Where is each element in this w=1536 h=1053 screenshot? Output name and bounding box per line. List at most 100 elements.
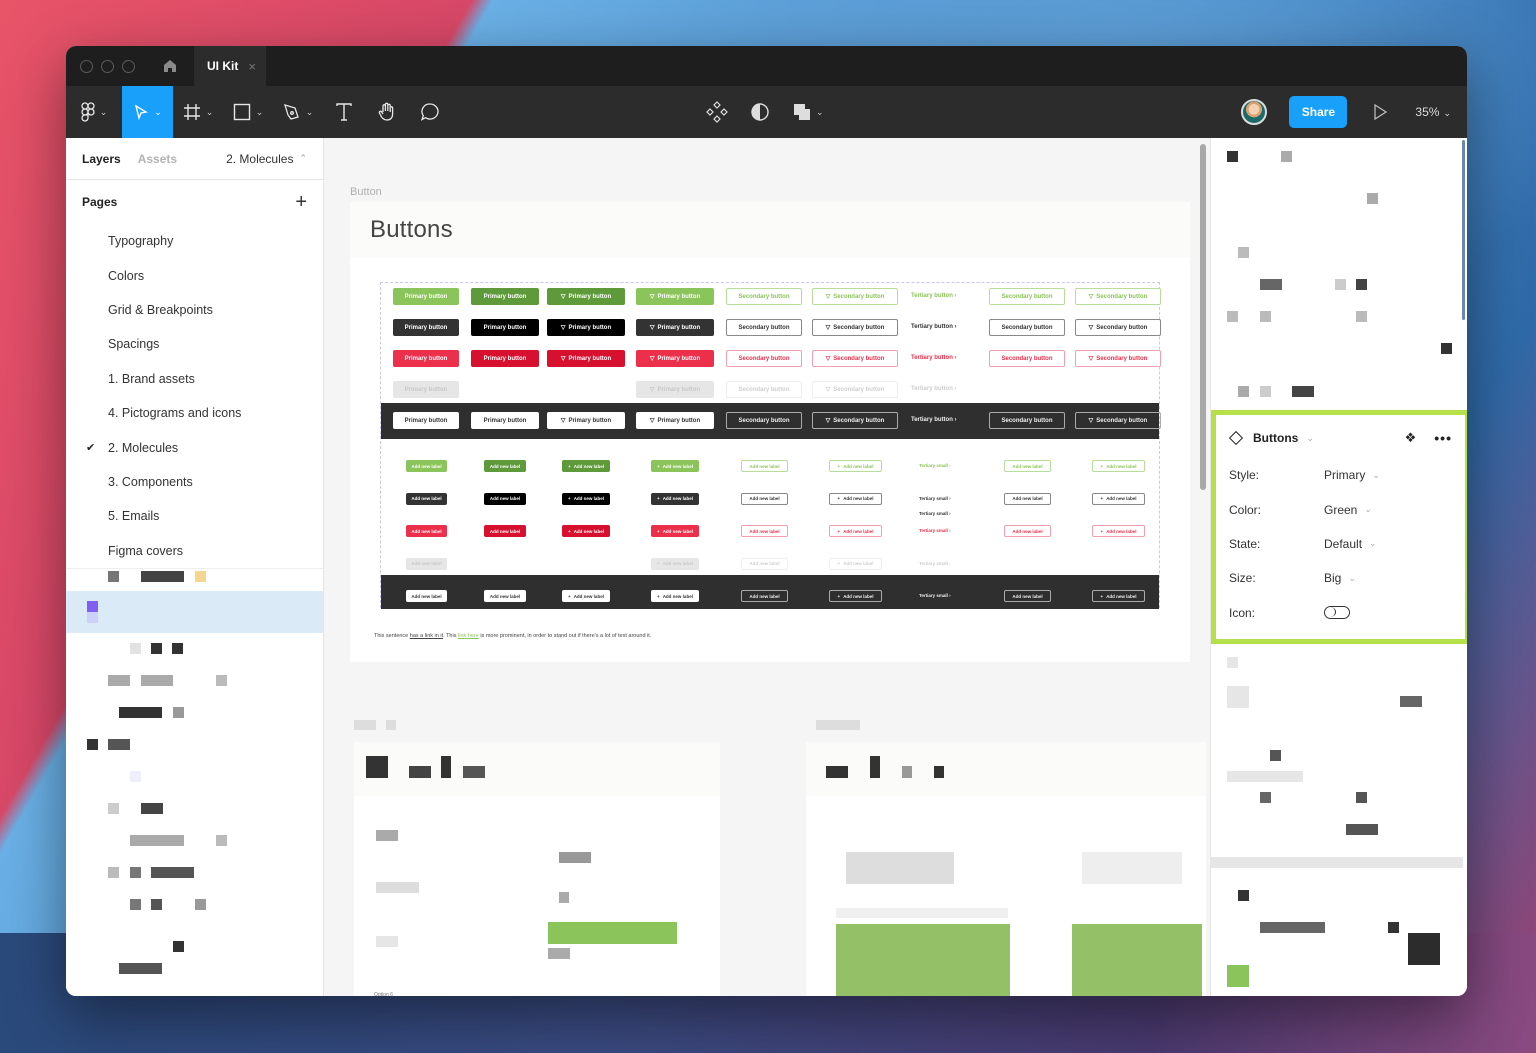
layer-row[interactable] — [66, 665, 323, 697]
secondary-button-green[interactable]: Secondary button — [989, 288, 1065, 305]
tab-layers[interactable]: Layers — [82, 151, 121, 166]
primary-button-inverse[interactable]: Primary button — [393, 412, 459, 429]
primary-button-green[interactable]: Add new label — [484, 460, 526, 472]
layer-row[interactable] — [66, 825, 323, 857]
secondary-button-disabled[interactable]: + Add new label — [829, 557, 882, 570]
tertiary-button[interactable]: Tertiary small › — [919, 560, 951, 566]
add-page-icon[interactable]: + — [295, 190, 307, 213]
tertiary-button[interactable]: Tertiary button › — [911, 417, 957, 423]
redacted-frame-right[interactable] — [806, 742, 1206, 996]
primary-button-dark[interactable]: Primary button — [471, 319, 539, 336]
page-item-emails[interactable]: 5. Emails — [66, 499, 323, 533]
primary-button-dark[interactable]: ▽ Primary button — [636, 319, 714, 336]
layer-row[interactable] — [66, 729, 323, 761]
close-tab-icon[interactable]: × — [248, 58, 256, 74]
secondary-button-dark[interactable]: + Add new label — [1092, 492, 1145, 505]
page-item-molecules[interactable]: ✔ 2. Molecules — [66, 430, 323, 464]
color-dropdown[interactable]: Green ⌄ — [1324, 503, 1372, 517]
maximize-window-button[interactable] — [122, 59, 135, 73]
canvas-vertical-scrollbar[interactable] — [1200, 144, 1206, 490]
secondary-button-red[interactable]: Secondary button — [989, 350, 1065, 367]
primary-button-dark[interactable]: Primary button — [393, 319, 459, 336]
layer-row[interactable] — [66, 857, 323, 889]
minimize-window-button[interactable] — [101, 59, 114, 73]
size-dropdown[interactable]: Big ⌄ — [1324, 571, 1356, 585]
secondary-button-disabled[interactable]: Add new label — [741, 557, 788, 570]
pen-tool-button[interactable]: ⌄ — [273, 86, 323, 138]
primary-button-inverse[interactable]: + Add new label — [562, 590, 610, 602]
primary-button-green[interactable]: Primary button — [471, 288, 539, 305]
layer-row-selected[interactable] — [66, 591, 323, 633]
secondary-button-inverse[interactable]: + Add new label — [829, 590, 882, 602]
mask-icon[interactable] — [750, 102, 770, 122]
primary-button-disabled[interactable]: ▽ Primary button — [636, 381, 714, 398]
primary-button-red[interactable]: + Add new label — [562, 525, 610, 537]
primary-button-inverse[interactable]: ▽ Primary button — [636, 412, 714, 429]
layer-row[interactable] — [66, 633, 323, 665]
secondary-button-dark[interactable]: ▽ Secondary button — [812, 319, 898, 336]
layer-row[interactable] — [66, 697, 323, 729]
user-avatar[interactable] — [1241, 99, 1268, 125]
buttons-frame[interactable]: Buttons Primary button Primary button ▽ Pri… — [350, 202, 1190, 662]
primary-button-inverse[interactable]: ▽ Primary button — [547, 412, 625, 429]
primary-button-red[interactable]: ▽ Primary button — [547, 350, 625, 367]
layer-row[interactable] — [66, 889, 323, 921]
secondary-button-dark[interactable]: Add new label — [741, 492, 788, 505]
hand-tool-button[interactable] — [365, 86, 409, 138]
primary-button-red[interactable]: ▽ Primary button — [636, 350, 714, 367]
style-dropdown[interactable]: Primary ⌄ — [1324, 468, 1380, 482]
layer-row[interactable] — [66, 793, 323, 825]
tertiary-button[interactable]: Tertiary small › — [919, 495, 951, 501]
secondary-button-red[interactable]: Add new label — [741, 525, 788, 537]
primary-button-green[interactable]: ▽ Primary button — [547, 288, 625, 305]
tertiary-button[interactable]: Tertiary small › — [919, 593, 951, 598]
layer-row[interactable] — [66, 921, 323, 953]
secondary-button-dark[interactable]: ▽ Secondary button — [1075, 319, 1161, 336]
primary-button-dark[interactable]: ▽ Primary button — [547, 319, 625, 336]
primary-button-inverse[interactable]: + Add new label — [651, 590, 699, 602]
secondary-button-red[interactable]: + Add new label — [1092, 525, 1145, 537]
tertiary-button[interactable]: Tertiary small › — [919, 528, 951, 533]
tertiary-button[interactable]: Tertiary button › — [911, 386, 957, 392]
layer-row[interactable] — [66, 761, 323, 793]
primary-button-green[interactable]: Add new label — [406, 460, 447, 472]
secondary-button-red[interactable]: ▽ Secondary button — [1075, 350, 1161, 367]
layer-row[interactable] — [66, 569, 323, 591]
tertiary-button[interactable]: Tertiary small › — [919, 463, 951, 468]
primary-button-inverse[interactable]: Primary button — [471, 412, 539, 429]
prominent-link[interactable]: link here — [458, 633, 479, 639]
secondary-button-dark[interactable]: Secondary button — [989, 319, 1065, 336]
secondary-button-green[interactable]: ▽ Secondary button — [812, 288, 898, 305]
primary-button-disabled[interactable]: + Add new label — [651, 557, 699, 570]
primary-button-inverse[interactable]: Add new label — [406, 590, 447, 602]
secondary-button-green[interactable]: + Add new label — [829, 460, 882, 472]
secondary-button-dark[interactable]: + Add new label — [829, 492, 882, 505]
secondary-button-inverse[interactable]: ▽ Secondary button — [1075, 412, 1161, 429]
button-variants-grid[interactable]: Primary button Primary button ▽ Primary but… — [380, 282, 1161, 609]
secondary-button-green[interactable]: Add new label — [741, 460, 788, 472]
primary-button-green[interactable]: + Add new label — [651, 460, 699, 472]
secondary-button-green[interactable]: + Add new label — [1092, 460, 1145, 472]
secondary-button-inverse[interactable]: Add new label — [1004, 590, 1051, 602]
secondary-button-inverse[interactable]: + Add new label — [1092, 590, 1145, 602]
icon-toggle[interactable] — [1324, 606, 1350, 620]
secondary-button-dark[interactable]: Add new label — [1004, 492, 1051, 505]
state-dropdown[interactable]: Default ⌄ — [1324, 537, 1377, 551]
primary-button-disabled[interactable]: Primary button — [393, 381, 459, 398]
chevron-down-icon[interactable]: ⌄ — [1306, 432, 1314, 443]
secondary-button-red[interactable]: ▽ Secondary button — [812, 350, 898, 367]
layer-row[interactable] — [66, 953, 323, 985]
page-item-components[interactable]: 3. Components — [66, 465, 323, 499]
secondary-button-red[interactable]: Secondary button — [726, 350, 802, 367]
primary-button-disabled[interactable]: Add new label — [406, 557, 447, 570]
primary-button-red[interactable]: Primary button — [393, 350, 459, 367]
move-tool-button[interactable]: ⌄ — [122, 86, 173, 138]
page-item-pictograms-icons[interactable]: 4. Pictograms and icons — [66, 396, 323, 430]
tertiary-button[interactable]: Tertiary small › — [919, 511, 951, 516]
secondary-button-disabled[interactable]: Secondary button — [726, 381, 802, 398]
share-button[interactable]: Share — [1289, 96, 1348, 128]
primary-button-dark[interactable]: Add new label — [484, 492, 526, 505]
shape-tool-button[interactable]: ⌄ — [223, 86, 273, 138]
zoom-dropdown[interactable]: 35% ⌄ — [1415, 105, 1451, 119]
secondary-button-inverse[interactable]: ▽ Secondary button — [812, 412, 898, 429]
